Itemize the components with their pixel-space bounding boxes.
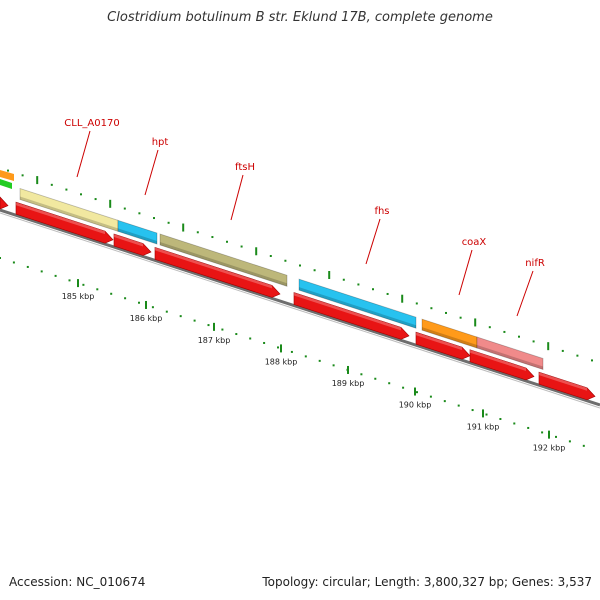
reverse-gene-arrow[interactable] xyxy=(415,331,471,360)
map-title: Clostridium botulinum B str. Eklund 17B,… xyxy=(107,10,493,25)
scale-label: 187 kbp xyxy=(198,336,231,345)
gene-label[interactable]: fhs xyxy=(374,206,389,217)
reverse-gene-highlight xyxy=(294,292,401,331)
gene-leader-line xyxy=(230,174,244,221)
gene-fhs-bar[interactable] xyxy=(298,278,417,329)
gene-nifr-bar[interactable] xyxy=(476,336,544,371)
reverse-gene-highlight xyxy=(539,372,587,391)
scale-label: 185 kbp xyxy=(62,292,95,301)
accession-text: Accession: NC_010674 xyxy=(9,575,146,589)
reverse-gene-highlight xyxy=(416,332,462,351)
gene-nifr-bar-shade xyxy=(477,345,543,370)
gene-hpt-bar[interactable] xyxy=(117,219,158,245)
genome-backbone xyxy=(0,208,600,409)
reverse-gene-arrow[interactable] xyxy=(538,371,596,401)
gene-coax-bar-shade xyxy=(422,327,477,349)
gene-leader-line xyxy=(76,130,91,178)
gene-leader-line xyxy=(516,270,534,317)
reverse-gene-highlight xyxy=(470,349,526,371)
gene-fhs-bar-shade xyxy=(299,287,416,329)
gene-label[interactable]: nifR xyxy=(525,258,545,269)
gene-label[interactable]: hpt xyxy=(152,137,169,148)
scale-label: 186 kbp xyxy=(130,314,163,323)
reverse-gene-arrow[interactable] xyxy=(293,292,410,340)
reverse-gene-arrow[interactable] xyxy=(113,233,152,256)
scale-label: 191 kbp xyxy=(467,422,500,431)
gene-ftsh-bar-shade xyxy=(160,242,287,287)
gene-leader-line xyxy=(365,218,381,265)
gene-cll-a0170-bar-shade xyxy=(20,196,118,232)
reverse-gene-highlight xyxy=(16,202,105,235)
reverse-gene-arrow[interactable] xyxy=(15,201,114,244)
scale-label: 192 kbp xyxy=(533,444,566,453)
reverse-gene-arrow[interactable] xyxy=(469,349,535,381)
reverse-gene-highlight xyxy=(155,247,272,289)
gene-label[interactable]: ftsH xyxy=(235,162,255,173)
gene-leader-line xyxy=(144,149,159,196)
scale-tick-ring: 185 kbp 186 kbp 187 kbp 188 kbp 189 kbp 190 k… xyxy=(0,257,585,453)
gene-partial-green[interactable] xyxy=(0,179,12,189)
reverse-gene-arrow[interactable] xyxy=(0,196,9,210)
gene-label[interactable]: coaX xyxy=(462,237,487,248)
reverse-gene-highlight xyxy=(114,234,143,247)
reverse-gene-arrow[interactable] xyxy=(154,246,281,298)
gene-hpt-bar-shade xyxy=(118,228,157,245)
scale-label: 188 kbp xyxy=(265,357,298,366)
gene-leader-line xyxy=(458,249,473,296)
scale-label: 189 kbp xyxy=(332,379,365,388)
genome-summary-text: Topology: circular; Length: 3,800,327 bp… xyxy=(262,575,592,589)
gene-ftsh-bar[interactable] xyxy=(159,233,288,287)
outer-tick-ring xyxy=(7,169,593,362)
gene-partial-orange[interactable] xyxy=(0,170,14,181)
scale-label: 190 kbp xyxy=(399,401,432,410)
gene-label[interactable]: CLL_A0170 xyxy=(64,118,119,129)
